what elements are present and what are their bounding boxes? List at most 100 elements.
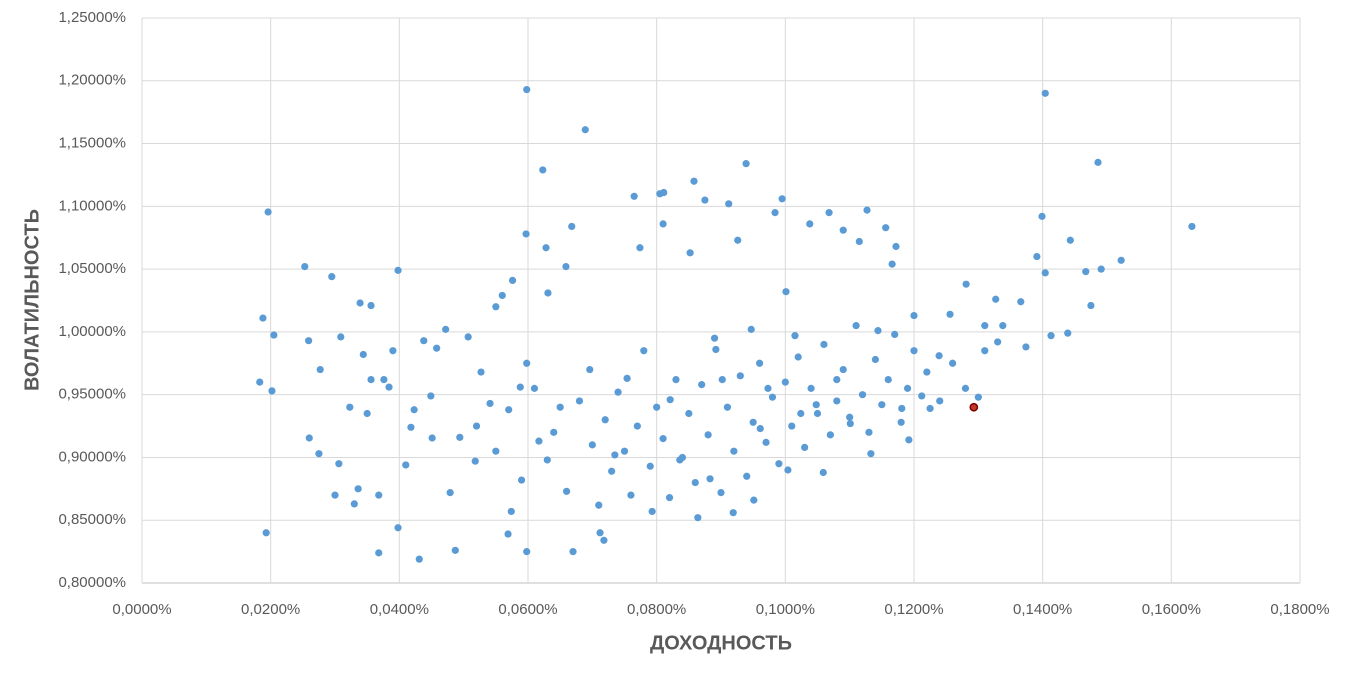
point bbox=[994, 338, 1002, 346]
point bbox=[678, 453, 687, 462]
point bbox=[363, 409, 371, 418]
point bbox=[375, 549, 383, 557]
point bbox=[858, 391, 867, 399]
point bbox=[354, 485, 362, 493]
point bbox=[892, 242, 900, 251]
point bbox=[472, 422, 481, 430]
point bbox=[328, 273, 336, 281]
point bbox=[778, 195, 786, 203]
point bbox=[717, 489, 725, 497]
point bbox=[367, 376, 375, 384]
point bbox=[433, 344, 441, 352]
point bbox=[826, 431, 834, 439]
point bbox=[507, 507, 515, 516]
point bbox=[672, 376, 680, 384]
point bbox=[535, 437, 543, 445]
point bbox=[486, 399, 494, 408]
point bbox=[788, 422, 796, 430]
point bbox=[730, 447, 738, 455]
point bbox=[813, 409, 822, 418]
point bbox=[710, 334, 719, 342]
y-tick-label: 0,95000% bbox=[58, 386, 126, 403]
point bbox=[539, 166, 547, 174]
point bbox=[784, 466, 792, 474]
y-tick-label: 0,80000% bbox=[58, 574, 126, 591]
point bbox=[1038, 212, 1046, 220]
point bbox=[660, 188, 668, 197]
point bbox=[316, 365, 324, 374]
point bbox=[410, 406, 418, 414]
point bbox=[530, 384, 539, 392]
point bbox=[648, 507, 656, 516]
point bbox=[969, 402, 979, 412]
point bbox=[819, 468, 827, 477]
point bbox=[305, 434, 313, 442]
point bbox=[825, 209, 833, 217]
point bbox=[949, 359, 957, 367]
point bbox=[981, 347, 989, 355]
point bbox=[706, 475, 714, 483]
point bbox=[1047, 332, 1055, 340]
point bbox=[723, 403, 732, 411]
point bbox=[477, 368, 485, 376]
point bbox=[600, 536, 608, 544]
point bbox=[718, 376, 726, 384]
point bbox=[946, 310, 954, 318]
point bbox=[1022, 343, 1030, 351]
point bbox=[350, 500, 358, 508]
point bbox=[595, 501, 603, 509]
point bbox=[315, 450, 323, 458]
point bbox=[694, 514, 702, 522]
point bbox=[665, 494, 674, 502]
point bbox=[389, 347, 397, 355]
point bbox=[464, 333, 472, 341]
point bbox=[756, 359, 764, 367]
point bbox=[270, 331, 278, 339]
point bbox=[725, 200, 733, 208]
y-tick-label: 1,25000% bbox=[58, 9, 126, 26]
point bbox=[691, 478, 699, 487]
point bbox=[550, 428, 558, 436]
point bbox=[712, 345, 720, 354]
point bbox=[505, 406, 513, 414]
point bbox=[794, 353, 802, 361]
point bbox=[734, 236, 742, 244]
point bbox=[704, 431, 712, 439]
point bbox=[855, 237, 863, 246]
point bbox=[262, 529, 270, 537]
point bbox=[974, 393, 982, 401]
point bbox=[935, 352, 943, 360]
point bbox=[1066, 236, 1074, 244]
point bbox=[523, 359, 531, 367]
point bbox=[427, 392, 435, 400]
point bbox=[659, 435, 667, 443]
point bbox=[623, 374, 631, 382]
point bbox=[367, 301, 375, 310]
x-tick-label: 0,1200% bbox=[884, 601, 943, 618]
point bbox=[685, 409, 693, 418]
point bbox=[801, 443, 809, 451]
point bbox=[698, 381, 706, 389]
point bbox=[871, 355, 880, 364]
point bbox=[905, 436, 913, 444]
point bbox=[882, 224, 890, 232]
point bbox=[359, 350, 367, 359]
point bbox=[523, 85, 531, 94]
point bbox=[264, 208, 272, 216]
point bbox=[923, 368, 931, 376]
x-axis-title: ДОХОДНОСТЬ bbox=[650, 632, 792, 654]
x-tick-label: 0,0200% bbox=[241, 601, 300, 618]
point bbox=[1041, 269, 1049, 277]
point bbox=[601, 416, 609, 424]
point bbox=[775, 460, 783, 468]
point bbox=[394, 524, 402, 532]
x-tick-label: 0,1800% bbox=[1270, 601, 1329, 618]
point bbox=[764, 384, 772, 392]
point bbox=[1094, 158, 1102, 166]
point bbox=[331, 491, 339, 499]
point bbox=[992, 295, 1000, 303]
point bbox=[335, 460, 343, 468]
point bbox=[1117, 256, 1125, 264]
point bbox=[1017, 298, 1025, 306]
point bbox=[356, 299, 364, 307]
